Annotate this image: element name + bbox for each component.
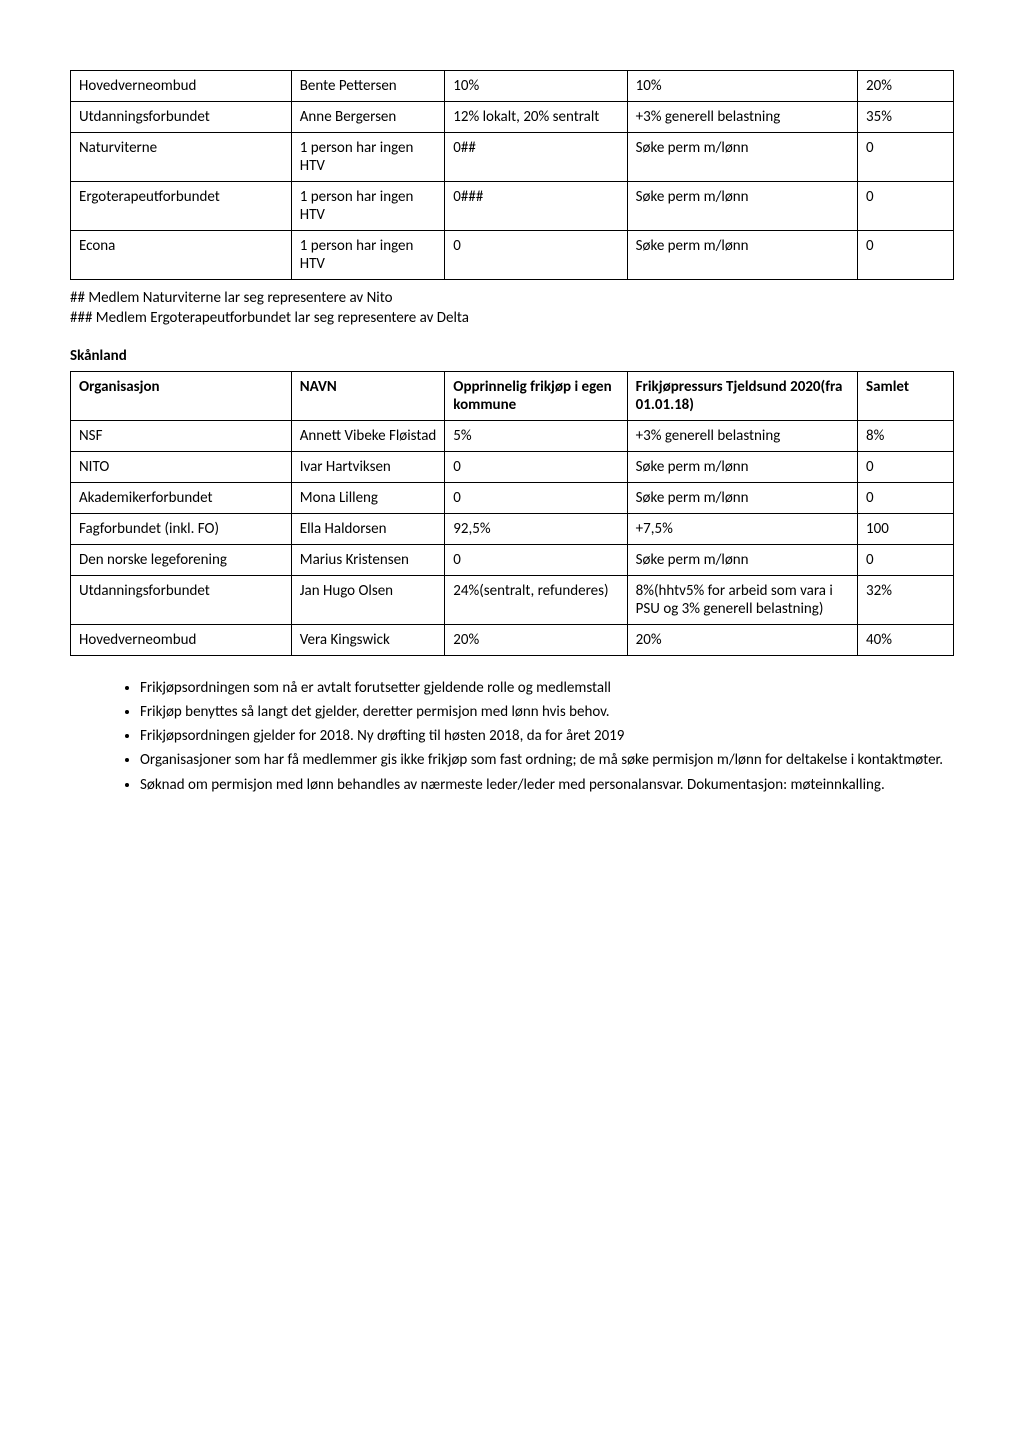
table-row: HovedverneombudVera Kingswick20%20%40%: [71, 624, 954, 655]
cell: 8%: [858, 420, 954, 451]
footnotes: ## Medlem Naturviterne lar seg represent…: [70, 288, 954, 329]
cell: 0###: [445, 182, 627, 231]
cell: 0: [445, 231, 627, 280]
cell: Søke perm m/lønn: [627, 182, 857, 231]
cell: Søke perm m/lønn: [627, 231, 857, 280]
cell: Bente Pettersen: [291, 71, 445, 102]
footnote-1: ## Medlem Naturviterne lar seg represent…: [70, 288, 954, 308]
list-item: Frikjøpsordningen som nå er avtalt forut…: [140, 678, 954, 698]
list-item: Søknad om permisjon med lønn behandles a…: [140, 775, 954, 795]
cell: Naturviterne: [71, 133, 292, 182]
cell: Ella Haldorsen: [291, 513, 445, 544]
cell: Akademikerforbundet: [71, 482, 292, 513]
cell: 10%: [627, 71, 857, 102]
cell: Marius Kristensen: [291, 544, 445, 575]
table-row: Fagforbundet (inkl. FO)Ella Haldorsen92,…: [71, 513, 954, 544]
table-row: NSFAnnett Vibeke Fløistad5%+3% generell …: [71, 420, 954, 451]
cell: +3% generell belastning: [627, 102, 857, 133]
table-row: Den norske legeforeningMarius Kristensen…: [71, 544, 954, 575]
section-title-skanland: Skånland: [70, 347, 954, 365]
cell: 8%(hhtv5% for arbeid som vara i PSU og 3…: [627, 575, 857, 624]
cell: 40%: [858, 624, 954, 655]
col-navn: NAVN: [291, 371, 445, 420]
cell: 12% lokalt, 20% sentralt: [445, 102, 627, 133]
col-samlet: Samlet: [858, 371, 954, 420]
cell: 92,5%: [445, 513, 627, 544]
cell: 100: [858, 513, 954, 544]
cell: 20%: [445, 624, 627, 655]
table-row: AkademikerforbundetMona Lilleng0Søke per…: [71, 482, 954, 513]
cell: Søke perm m/lønn: [627, 482, 857, 513]
cell: NITO: [71, 451, 292, 482]
list-item: Organisasjoner som har få medlemmer gis …: [140, 750, 954, 770]
col-frikjopressurs: Frikjøpressurs Tjeldsund 2020(fra 01.01.…: [627, 371, 857, 420]
table-row: NITOIvar Hartviksen0Søke perm m/lønn0: [71, 451, 954, 482]
cell: 10%: [445, 71, 627, 102]
cell: Jan Hugo Olsen: [291, 575, 445, 624]
footnote-2: ### Medlem Ergoterapeutforbundet lar seg…: [70, 308, 954, 328]
cell: +7,5%: [627, 513, 857, 544]
cell: Econa: [71, 231, 292, 280]
cell: Fagforbundet (inkl. FO): [71, 513, 292, 544]
cell: Utdanningsforbundet: [71, 575, 292, 624]
cell: Hovedverneombud: [71, 624, 292, 655]
cell: Ergoterapeutforbundet: [71, 182, 292, 231]
cell: +3% generell belastning: [627, 420, 857, 451]
cell: 35%: [858, 102, 954, 133]
cell: 1 person har ingen HTV: [291, 133, 445, 182]
table-frikjop-1: HovedverneombudBente Pettersen10%10%20%U…: [70, 70, 954, 280]
cell: 24%(sentralt, refunderes): [445, 575, 627, 624]
cell: Den norske legeforening: [71, 544, 292, 575]
cell: Anne Bergersen: [291, 102, 445, 133]
cell: 20%: [627, 624, 857, 655]
cell: 0##: [445, 133, 627, 182]
cell: Hovedverneombud: [71, 71, 292, 102]
table-row: Naturviterne1 person har ingen HTV0##Søk…: [71, 133, 954, 182]
cell: 0: [858, 451, 954, 482]
cell: 0: [445, 451, 627, 482]
cell: 0: [858, 133, 954, 182]
cell: Vera Kingswick: [291, 624, 445, 655]
cell: Ivar Hartviksen: [291, 451, 445, 482]
table-row: Ergoterapeutforbundet1 person har ingen …: [71, 182, 954, 231]
cell: 0: [858, 544, 954, 575]
col-opprinnelig: Opprinnelig frikjøp i egen kommune: [445, 371, 627, 420]
cell: NSF: [71, 420, 292, 451]
cell: 0: [445, 482, 627, 513]
table-header-row: Organisasjon NAVN Opprinnelig frikjøp i …: [71, 371, 954, 420]
table-row: Econa1 person har ingen HTV0Søke perm m/…: [71, 231, 954, 280]
cell: 0: [858, 482, 954, 513]
table-row: UtdanningsforbundetAnne Bergersen12% lok…: [71, 102, 954, 133]
cell: 1 person har ingen HTV: [291, 182, 445, 231]
cell: 20%: [858, 71, 954, 102]
cell: Søke perm m/lønn: [627, 451, 857, 482]
cell: 32%: [858, 575, 954, 624]
bullet-list: Frikjøpsordningen som nå er avtalt forut…: [110, 678, 954, 795]
cell: Søke perm m/lønn: [627, 133, 857, 182]
cell: 1 person har ingen HTV: [291, 231, 445, 280]
col-organisasjon: Organisasjon: [71, 371, 292, 420]
cell: Mona Lilleng: [291, 482, 445, 513]
cell: 5%: [445, 420, 627, 451]
cell: Utdanningsforbundet: [71, 102, 292, 133]
table-row: HovedverneombudBente Pettersen10%10%20%: [71, 71, 954, 102]
table-frikjop-2: Organisasjon NAVN Opprinnelig frikjøp i …: [70, 371, 954, 656]
cell: 0: [858, 231, 954, 280]
cell: Søke perm m/lønn: [627, 544, 857, 575]
cell: 0: [858, 182, 954, 231]
list-item: Frikjøp benyttes så langt det gjelder, d…: [140, 702, 954, 722]
list-item: Frikjøpsordningen gjelder for 2018. Ny d…: [140, 726, 954, 746]
cell: 0: [445, 544, 627, 575]
table-row: UtdanningsforbundetJan Hugo Olsen24%(sen…: [71, 575, 954, 624]
cell: Annett Vibeke Fløistad: [291, 420, 445, 451]
